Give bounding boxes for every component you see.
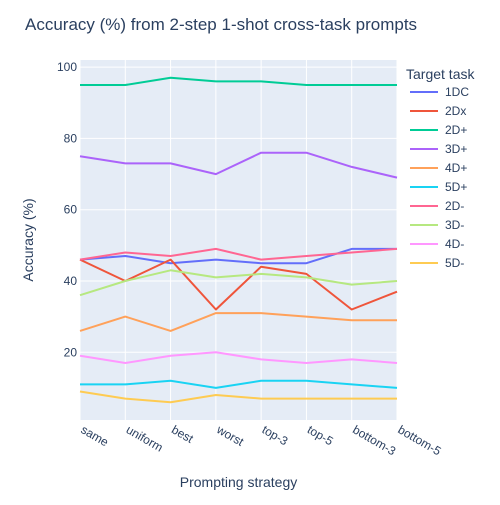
legend-label: 2D- [445,199,464,213]
x-axis-title: Prompting strategy [180,474,298,490]
series-line-3D+ [79,151,398,179]
legend-label: 5D+ [445,180,467,194]
legend-label: 2Dx [445,104,466,118]
x-tick-label: worst [213,422,246,449]
legend: Target task 1DC 2Dx 2D+ 3D+ 4D+ 5D+ 2D- 3D- 4D- 5… [406,66,475,270]
plot-area [80,60,397,420]
chart-title: Accuracy (%) from 2-step 1-shot cross-ta… [25,15,417,34]
series-line-2Dx [79,258,398,311]
legend-label: 4D+ [445,161,467,175]
legend-label: 2D+ [445,123,467,137]
x-tick-label: uniform [124,422,166,454]
x-tick-label: bottom-5 [396,422,444,458]
legend-label: 3D- [445,218,464,232]
legend-label: 1DC [445,85,469,99]
grid-lines [79,60,398,420]
y-tick-label: 40 [64,274,78,288]
series-line-5D- [79,390,397,404]
y-tick-label: 60 [64,203,78,217]
y-tick-label: 80 [64,131,78,145]
series-line-4D+ [79,312,397,332]
y-axis-title: Accuracy (%) [20,198,36,281]
series-line-4D- [79,351,398,364]
legend-label: 4D- [445,237,464,251]
series-line-1DC [79,247,397,265]
series-line-2D- [79,247,398,261]
y-tick-label: 100 [57,60,77,74]
series-lines [79,76,398,404]
series-line-5D+ [80,379,398,389]
y-axis-ticks: 20 40 60 80 100 [57,60,77,359]
x-tick-label: top-5 [305,422,336,448]
x-tick-label: best [169,422,196,446]
y-tick-label: 20 [64,345,78,359]
legend-label: 3D+ [445,142,467,156]
series-line-2D+ [80,76,397,86]
legend-items: 1DC 2Dx 2D+ 3D+ 4D+ 5D+ 2D- 3D- 4D- 5D- [410,85,469,270]
legend-label: 5D- [445,256,464,270]
legend-title: Target task [406,66,475,82]
x-tick-label: same [79,422,112,449]
x-tick-label: top-3 [260,422,291,448]
x-axis-ticks: same uniform best worst top-3 top-5 bottom-3bo… [79,422,444,458]
x-tick-label: bottom-3 [350,422,398,458]
series-line-3D- [79,269,398,297]
